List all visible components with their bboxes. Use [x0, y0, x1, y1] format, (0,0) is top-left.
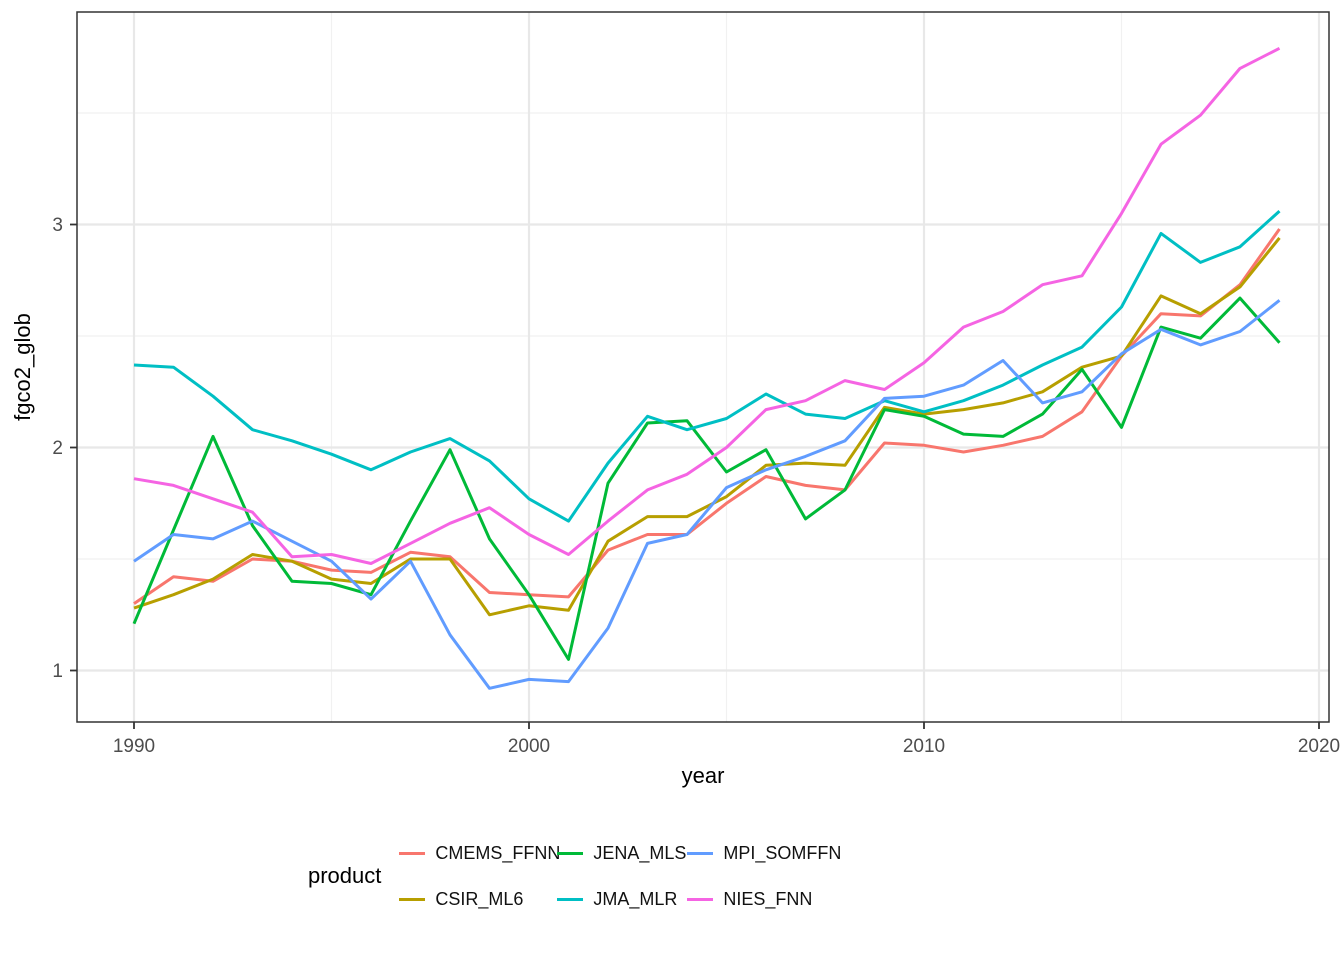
y-tick-label: 2 — [52, 438, 63, 459]
y-axis-ticks: 1 2 3 — [52, 215, 77, 682]
x-tick-label: 2000 — [508, 736, 550, 757]
x-tick-label: 2010 — [903, 736, 945, 757]
x-axis-ticks: 1990 2000 2010 2020 — [113, 722, 1340, 757]
legend-item-CMEMS_FFNN: CMEMS_FFNN — [399, 842, 561, 864]
gridlines-major — [77, 12, 1329, 722]
series-line-NIES_FNN — [133, 46, 1281, 565]
legend-label: JENA_MLS — [593, 842, 687, 863]
legend-label: JMA_MLR — [593, 888, 678, 909]
legend-label: MPI_SOMFFN — [723, 842, 842, 863]
y-tick-label: 3 — [52, 215, 63, 236]
legend-label: CSIR_ML6 — [435, 888, 524, 909]
y-axis-title: fgco2_glob — [10, 313, 35, 421]
series-line-CSIR_ML6 — [133, 236, 1281, 617]
legend-label: NIES_FNN — [723, 888, 813, 909]
legend-key-line-MPI_SOMFFN — [687, 851, 714, 855]
data-series-lines — [132, 46, 1281, 690]
legend-item-CSIR_ML6: CSIR_ML6 — [399, 889, 557, 910]
series-line-JMA_MLR — [133, 209, 1281, 523]
legend-key-line-CMEMS_FFNN — [399, 851, 426, 855]
legend-title: product — [308, 863, 382, 888]
panel-border — [76, 11, 1330, 723]
series-line-JENA_MLS — [132, 296, 1281, 661]
legend-item-JENA_MLS: JENA_MLS — [557, 843, 687, 864]
gridlines-minor — [77, 12, 1329, 722]
legend-key-line-JMA_MLR — [557, 897, 584, 901]
legend-item-JMA_MLR: JMA_MLR — [557, 889, 687, 910]
legend-label: CMEMS_FFNN — [435, 842, 561, 863]
legend-item-MPI_SOMFFN: MPI_SOMFFN — [687, 843, 872, 864]
legend: product CMEMS_FFNN JENA_MLS MPI_SOMFFN CSIR… — [308, 838, 872, 914]
legend-key-line-JENA_MLS — [557, 851, 584, 855]
x-tick-label: 1990 — [113, 736, 155, 757]
series-line-CMEMS_FFNN — [133, 228, 1281, 605]
x-axis-title: year — [682, 763, 725, 788]
legend-item-NIES_FNN: NIES_FNN — [687, 889, 872, 910]
y-tick-label: 1 — [52, 661, 63, 682]
legend-items: CMEMS_FFNN JENA_MLS MPI_SOMFFN CSIR_ML6 JMA_… — [399, 838, 872, 914]
legend-key-line-CSIR_ML6 — [399, 897, 426, 901]
series-line-MPI_SOMFFN — [133, 299, 1281, 690]
x-tick-label: 2020 — [1298, 736, 1340, 757]
legend-key-line-NIES_FNN — [687, 897, 714, 901]
